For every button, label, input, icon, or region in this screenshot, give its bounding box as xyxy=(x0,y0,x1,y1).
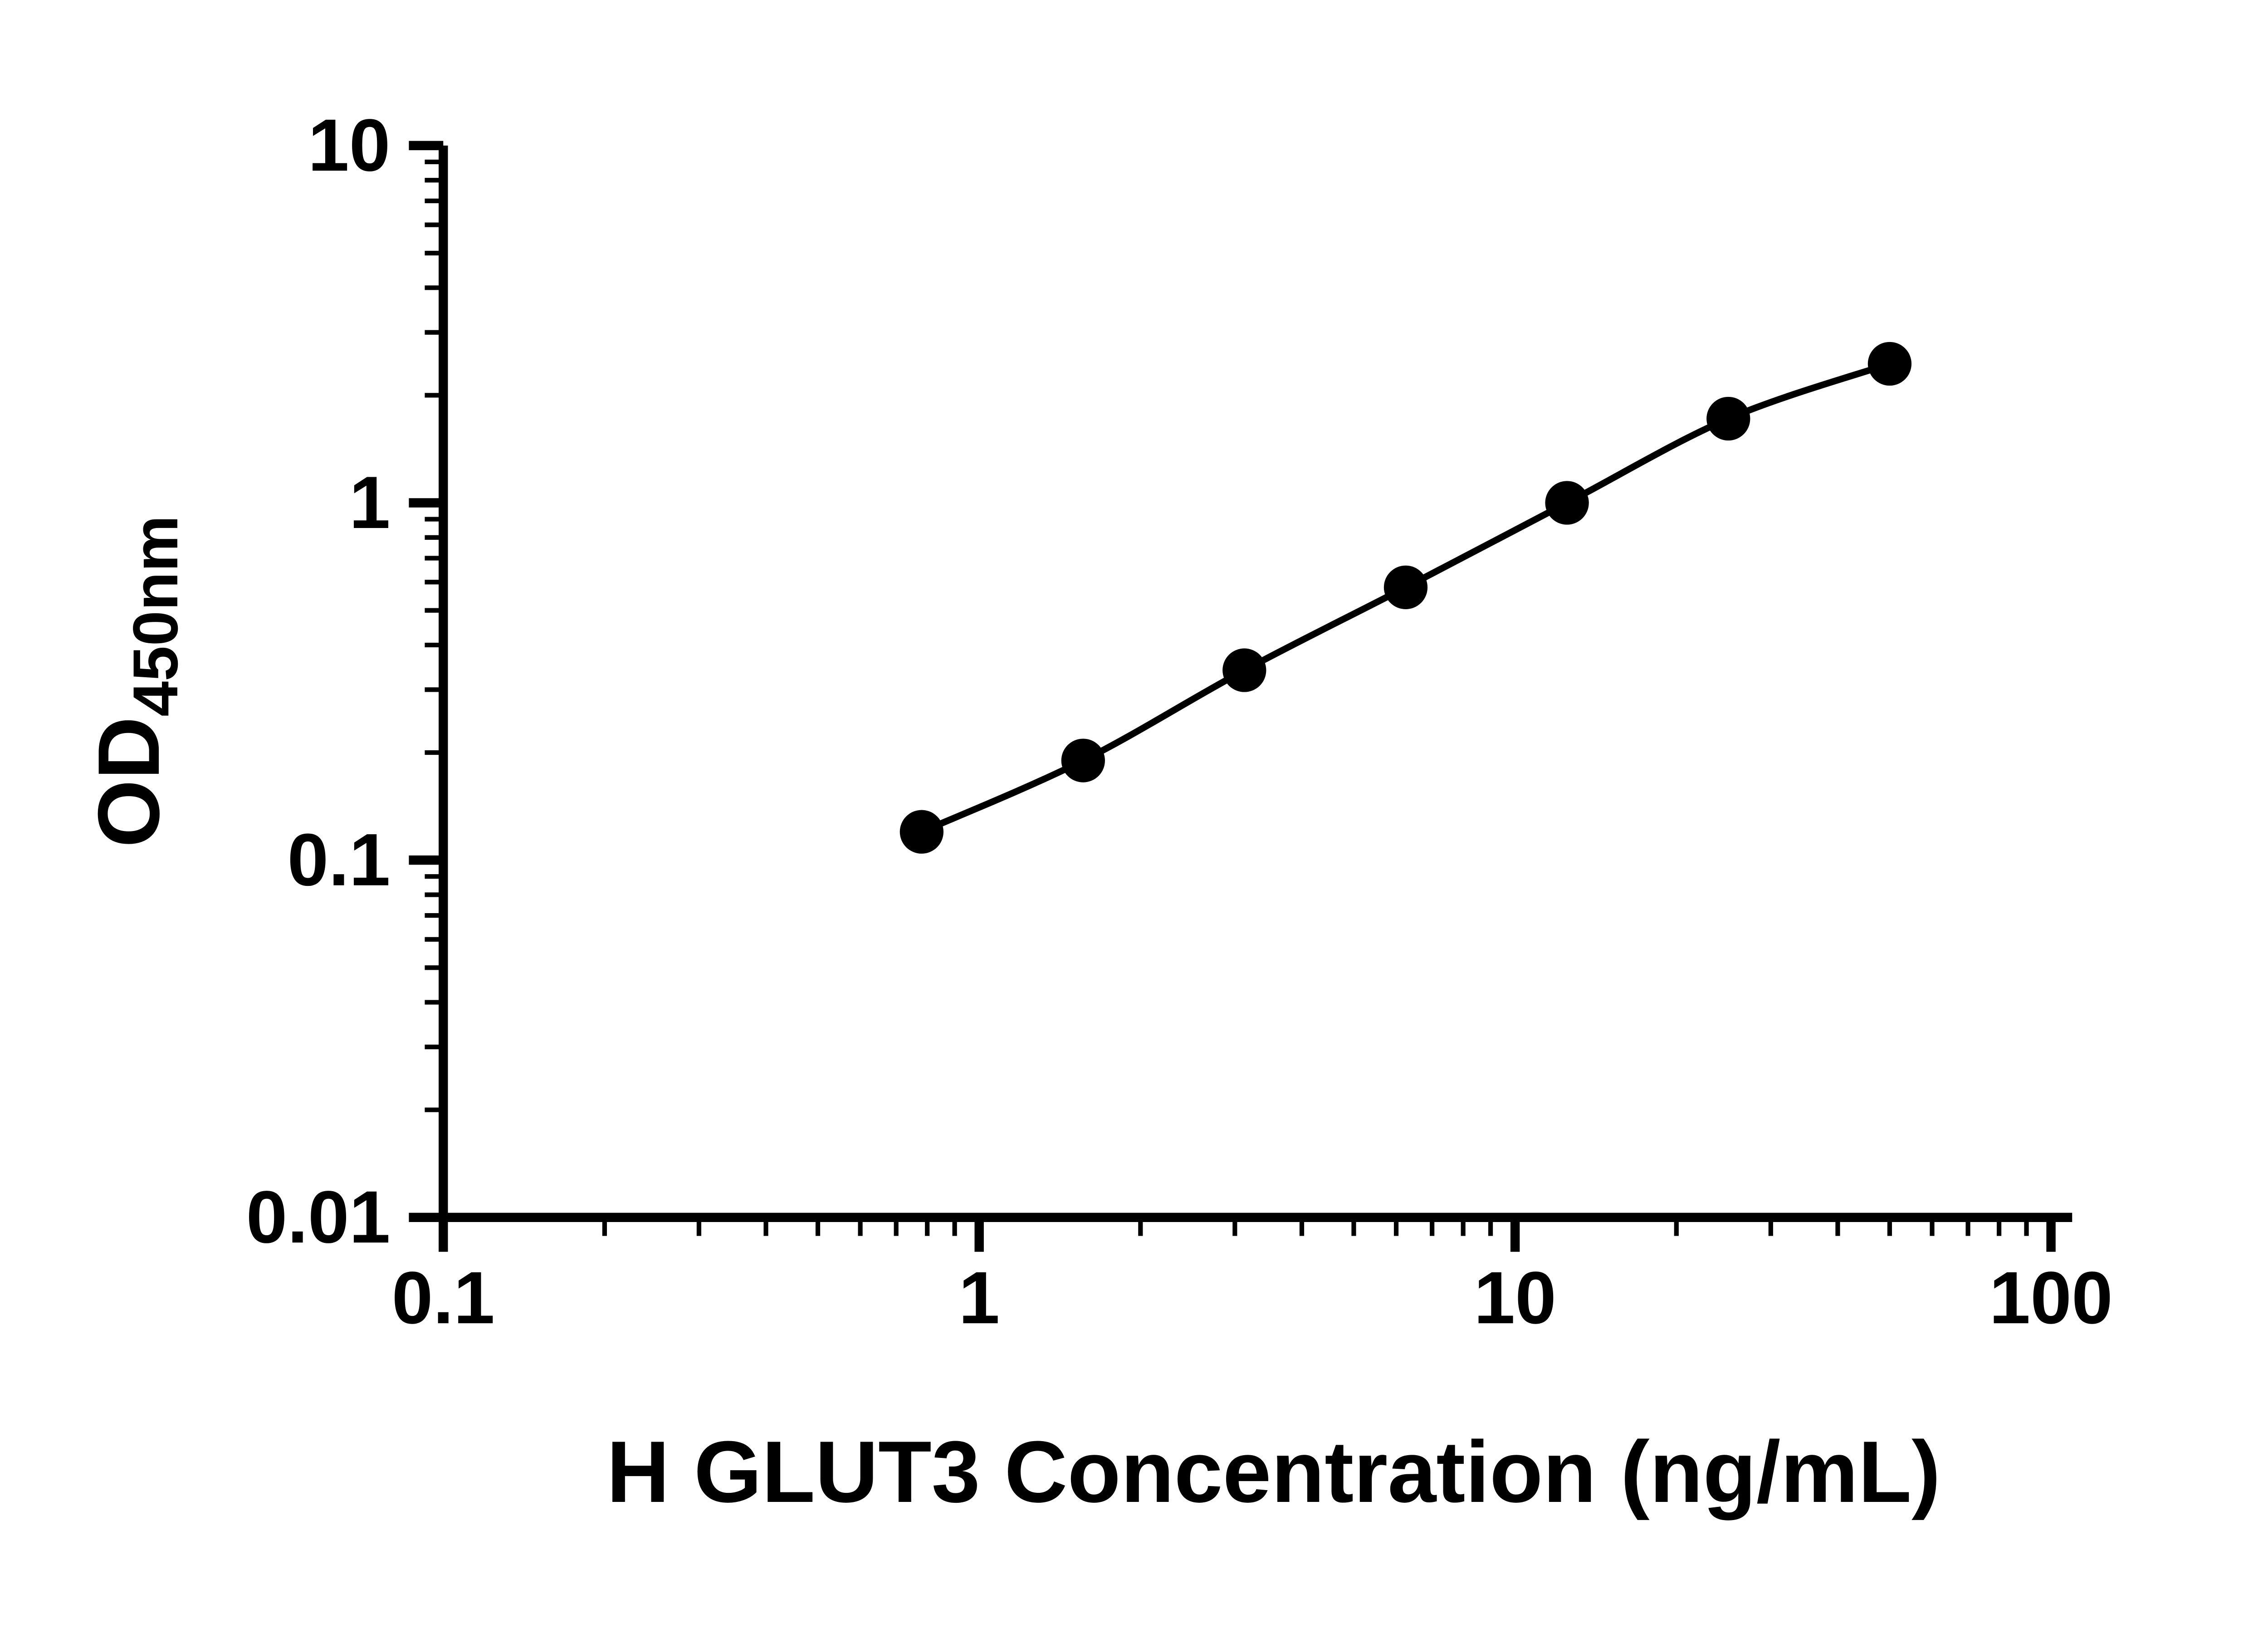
y-axis-title-base: OD xyxy=(80,717,177,848)
data-point-marker xyxy=(1061,738,1105,782)
y-tick-label: 0.1 xyxy=(287,818,390,901)
data-point-marker xyxy=(1706,396,1750,441)
x-tick-label: 100 xyxy=(1989,1256,2113,1339)
data-point-marker xyxy=(899,810,943,854)
y-tick-label: 10 xyxy=(308,103,391,186)
y-axis-title: OD450nm xyxy=(80,515,191,847)
x-axis-title: H GLUT3 Concentration (ng/mL) xyxy=(606,1423,1941,1521)
data-point-marker xyxy=(1383,565,1428,609)
x-tick-label: 10 xyxy=(1474,1256,1556,1339)
data-point-marker xyxy=(1545,481,1589,525)
x-tick-label: 1 xyxy=(958,1256,1000,1339)
data-point-marker xyxy=(1867,342,1912,386)
elisa-standard-curve-chart: 0.1 1 10 100 10 1 0.1 0.01 H GLUT3 Concentration… xyxy=(80,103,2113,1521)
y-tick-label: 0.01 xyxy=(246,1175,391,1258)
data-point-marker xyxy=(1222,648,1266,692)
x-tick-label: 0.1 xyxy=(392,1256,495,1339)
y-axis-title-text: OD450nm xyxy=(80,515,191,847)
y-tick-label: 1 xyxy=(349,461,391,544)
y-axis-title-subscript: 450nm xyxy=(120,515,191,717)
